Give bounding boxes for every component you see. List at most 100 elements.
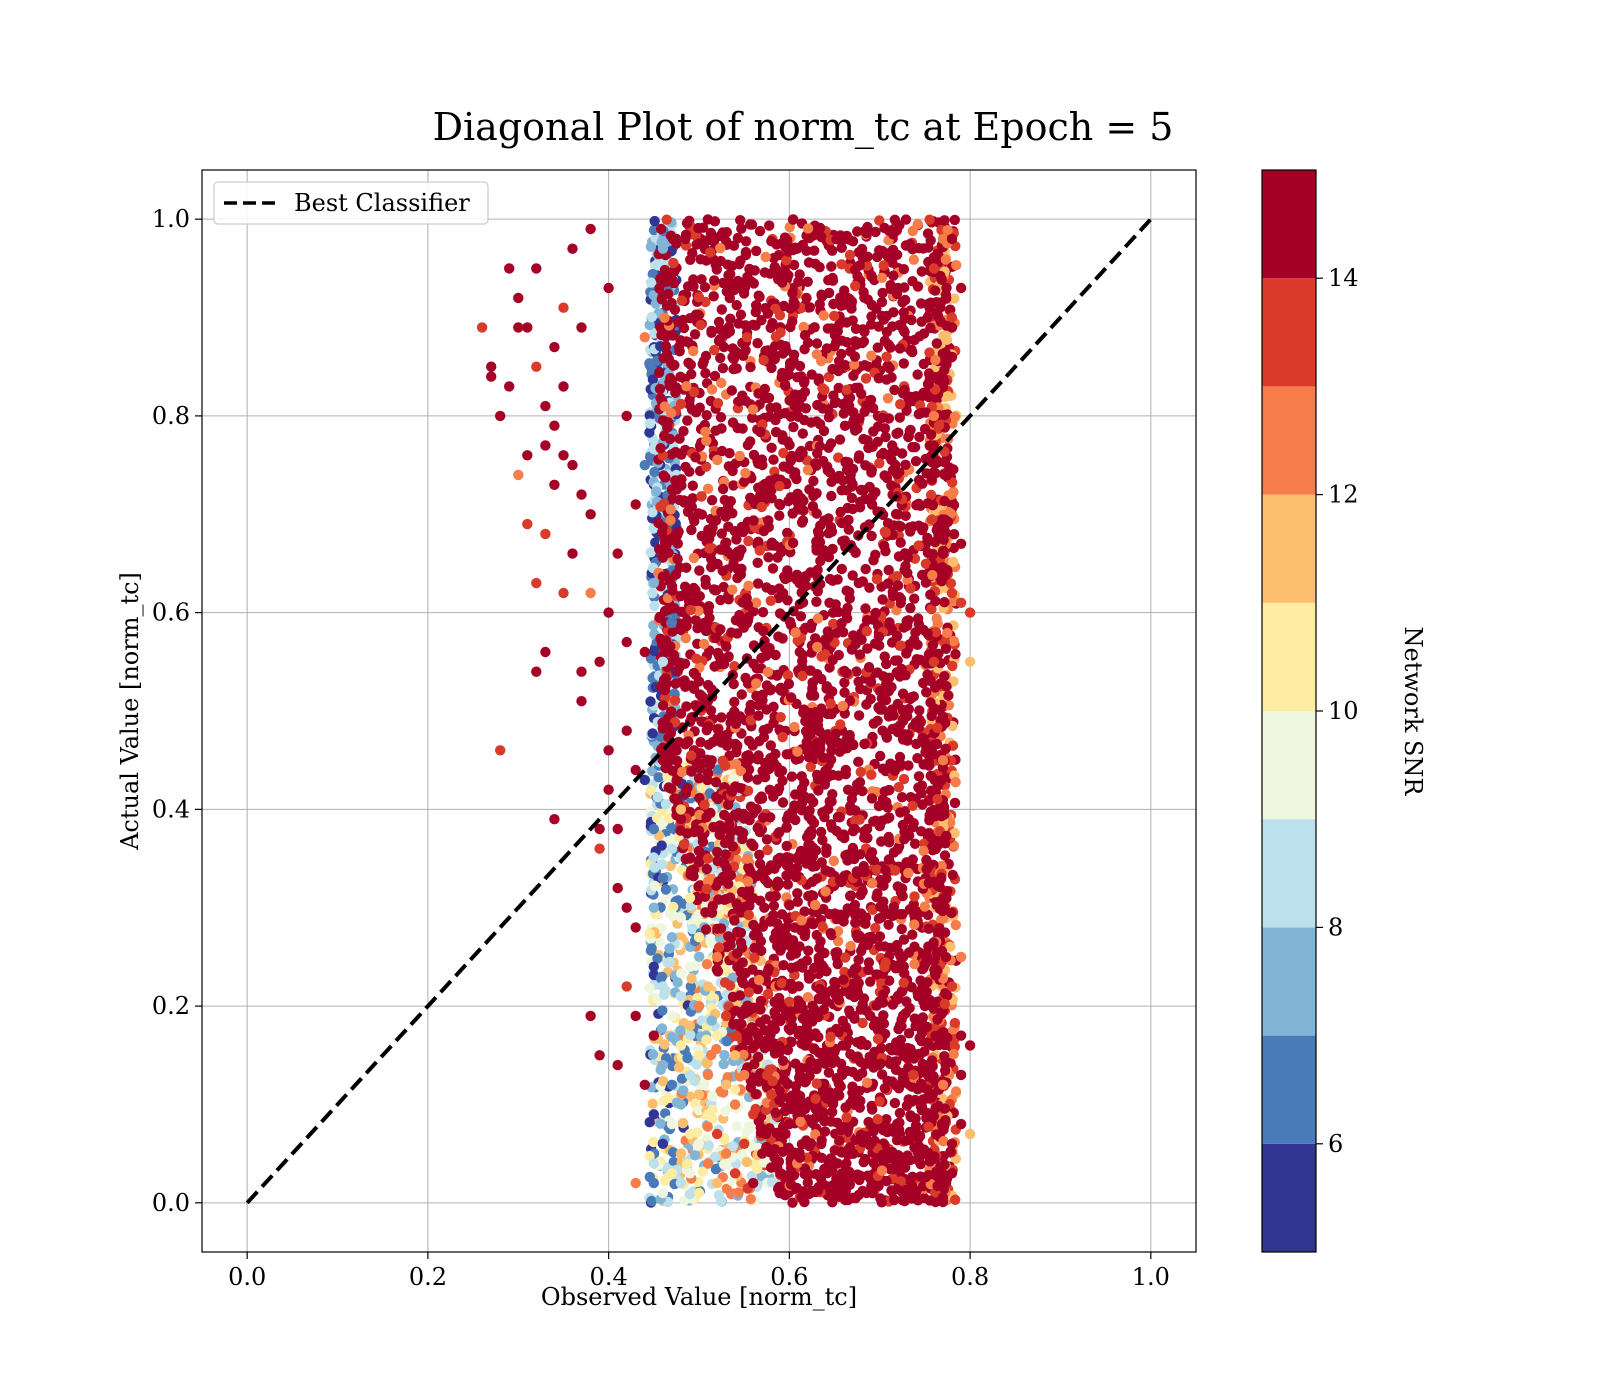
scatter-point xyxy=(897,951,909,963)
scatter-point xyxy=(693,605,704,617)
scatter-point xyxy=(924,347,935,358)
scatter-point xyxy=(723,931,734,942)
scatter-point xyxy=(672,666,683,677)
scatter-point xyxy=(908,818,919,829)
scatter-point xyxy=(735,215,746,226)
scatter-point xyxy=(644,427,655,438)
scatter-point xyxy=(731,300,742,311)
scatter-point xyxy=(645,241,657,252)
scatter-point xyxy=(818,310,829,321)
scatter-point xyxy=(854,814,865,825)
scatter-point xyxy=(721,1036,732,1047)
scatter-point xyxy=(812,613,824,624)
scatter-point xyxy=(838,627,849,638)
scatter-point xyxy=(932,374,944,385)
scatter-point xyxy=(811,545,822,556)
scatter-point xyxy=(854,649,866,660)
scatter-point xyxy=(716,304,727,315)
scatter-point xyxy=(734,873,746,884)
scatter-point xyxy=(776,546,787,558)
scatter-point xyxy=(940,643,952,654)
scatter-point xyxy=(926,604,937,615)
scatter-point xyxy=(845,940,856,952)
scatter-point xyxy=(757,689,768,700)
scatter-point xyxy=(906,314,917,326)
scatter-point xyxy=(659,401,670,412)
scatter-point xyxy=(947,477,958,488)
scatter-point xyxy=(862,435,873,446)
scatter-point xyxy=(949,1017,961,1029)
scatter-point xyxy=(804,1140,815,1152)
scatter-point xyxy=(913,771,925,782)
scatter-point xyxy=(828,298,839,310)
scatter-point xyxy=(939,469,950,480)
scatter-point xyxy=(931,613,942,624)
scatter-point xyxy=(886,637,898,648)
scatter-point xyxy=(847,315,858,326)
scatter-point xyxy=(883,835,895,846)
scatter-point xyxy=(759,392,771,404)
scatter-point xyxy=(716,423,727,434)
scatter-point xyxy=(861,260,873,271)
scatter-point xyxy=(908,254,919,265)
scatter-point xyxy=(899,826,910,837)
scatter-point xyxy=(905,583,916,594)
scatter-point xyxy=(696,509,708,520)
scatter-point xyxy=(895,807,906,818)
scatter-point xyxy=(661,274,673,286)
scatter-point xyxy=(838,974,849,985)
scatter-point xyxy=(667,626,678,637)
scatter-point xyxy=(878,1010,889,1021)
scatter-point xyxy=(939,456,951,467)
scatter-point xyxy=(863,442,874,454)
scatter-point xyxy=(930,1129,942,1140)
scatter-point xyxy=(656,859,668,870)
scatter-point xyxy=(839,966,850,978)
scatter-point xyxy=(865,976,876,987)
scatter-point xyxy=(665,407,677,419)
scatter-point xyxy=(781,255,792,266)
scatter-point xyxy=(702,1121,713,1132)
scatter-point xyxy=(806,814,817,826)
scatter-point xyxy=(862,643,873,654)
scatter-point xyxy=(903,1028,915,1039)
scatter-point xyxy=(950,1194,961,1206)
scatter-point xyxy=(721,641,732,652)
scatter-point xyxy=(881,374,892,385)
scatter-point xyxy=(727,1141,738,1152)
scatter-point xyxy=(791,574,802,585)
scatter-point xyxy=(872,251,883,263)
scatter-point xyxy=(736,223,747,234)
scatter-point xyxy=(647,728,658,739)
scatter-point xyxy=(644,1117,655,1128)
scatter-point xyxy=(775,922,786,934)
scatter-point xyxy=(729,526,740,537)
scatter-point xyxy=(883,785,894,796)
scatter-point xyxy=(924,1195,935,1206)
scatter-point xyxy=(655,1118,666,1129)
scatter-point xyxy=(769,1023,781,1035)
scatter-point xyxy=(898,934,910,945)
scatter-point xyxy=(801,292,812,304)
scatter-point xyxy=(860,603,871,614)
scatter-point xyxy=(739,476,750,487)
scatter-point xyxy=(867,904,878,915)
scatter-point xyxy=(863,1116,874,1128)
scatter-point xyxy=(741,889,752,901)
scatter-point xyxy=(840,456,851,467)
scatter-point xyxy=(794,389,806,401)
scatter-point xyxy=(826,745,837,756)
scatter-point xyxy=(712,398,724,409)
scatter-point xyxy=(729,915,740,926)
scatter-point xyxy=(909,838,921,849)
scatter-point xyxy=(706,325,717,337)
scatter-point xyxy=(748,840,759,852)
scatter-point xyxy=(769,1144,781,1155)
scatter-point xyxy=(929,1151,940,1162)
scatter-point xyxy=(888,307,899,318)
scatter-point xyxy=(855,1135,866,1146)
scatter-point xyxy=(652,953,663,964)
scatter-point xyxy=(685,1029,696,1041)
scatter-point xyxy=(856,243,868,255)
scatter-point xyxy=(721,537,732,548)
